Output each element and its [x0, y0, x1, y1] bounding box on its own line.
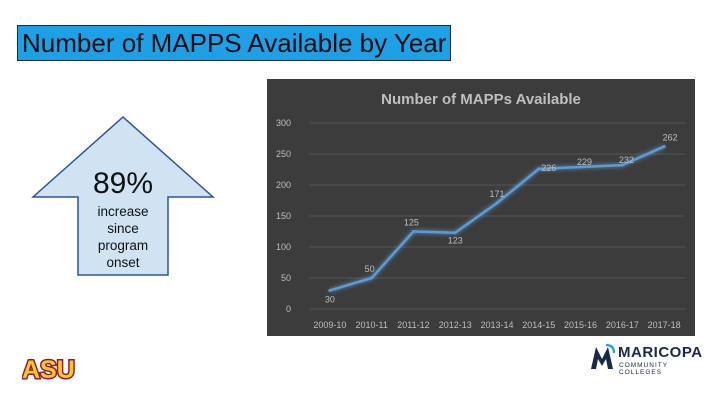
y-tick-label: 150	[276, 211, 291, 221]
chart-panel: Number of MAPPs Available 0 50 100 150 200 250…	[267, 79, 695, 336]
maricopa-name: MARICOPA	[618, 344, 703, 361]
data-point	[579, 165, 583, 169]
x-tick-label: 2014-15	[522, 320, 555, 330]
data-label: 171	[489, 189, 504, 199]
x-tick-label: 2017-18	[648, 320, 681, 330]
asu-logo-text: ASU	[22, 356, 75, 382]
data-point	[411, 230, 415, 233]
increase-callout: 89% increase since program onset	[30, 115, 216, 277]
x-tick-label: 2015-16	[564, 320, 597, 330]
data-label: 232	[619, 155, 634, 165]
data-label: 229	[577, 157, 592, 167]
slide-title: Number of MAPPS Available by Year	[17, 25, 452, 61]
data-label: 30	[325, 294, 335, 304]
line-chart: Number of MAPPs Available 0 50 100 150 200 250…	[276, 91, 685, 330]
data-point	[662, 145, 666, 149]
maricopa-mark-icon	[591, 343, 616, 369]
y-tick-label: 250	[276, 149, 291, 159]
y-tick-label: 50	[281, 273, 291, 283]
y-tick-label: 0	[286, 304, 291, 314]
description-line: onset	[106, 255, 140, 270]
x-tick-label: 2016-17	[606, 320, 639, 330]
data-point	[328, 288, 332, 292]
data-point	[495, 201, 499, 205]
description-line: since	[107, 221, 139, 236]
data-point	[537, 167, 541, 171]
maricopa-logo: MARICOPA COMMUNITY COLLEGES	[588, 342, 710, 376]
maricopa-subtitle: COMMUNITY COLLEGES	[619, 362, 668, 376]
data-label: 50	[365, 264, 375, 274]
description-line: increase	[97, 204, 149, 219]
increase-percent: 89%	[92, 167, 154, 200]
up-arrow-icon	[31, 115, 215, 276]
data-point	[370, 276, 374, 280]
y-tick-label: 100	[276, 242, 291, 252]
asu-logo: ASU	[22, 356, 76, 382]
data-label: 123	[448, 236, 463, 246]
data-label: 125	[404, 218, 419, 228]
y-tick-label: 200	[276, 180, 291, 190]
x-tick-label: 2012-13	[439, 320, 472, 330]
description-line: program	[97, 238, 149, 253]
series-line	[329, 145, 665, 292]
data-point	[620, 163, 624, 167]
x-tick-label: 2013-14	[480, 320, 513, 330]
x-tick-label: 2010-11	[355, 320, 387, 330]
x-tick-label: 2011-12	[397, 320, 429, 330]
data-label: 262	[663, 133, 678, 143]
increase-description: increase since program onset	[78, 203, 168, 271]
data-point	[453, 231, 457, 235]
x-tick-label: 2009-10	[313, 320, 346, 330]
data-label: 226	[541, 163, 556, 173]
y-tick-label: 300	[276, 118, 291, 128]
chart-title: Number of MAPPs Available	[381, 91, 581, 108]
